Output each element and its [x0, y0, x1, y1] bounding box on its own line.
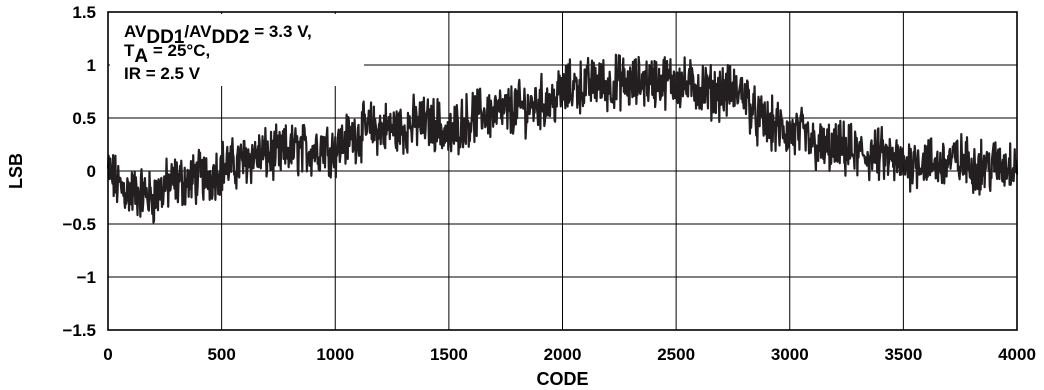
plot-frame — [107, 11, 1018, 331]
x-tick-label: 4000 — [998, 345, 1036, 364]
y-tick-label: 1 — [87, 56, 96, 75]
y-tick-label: 0 — [87, 162, 96, 181]
series-line — [106, 53, 1019, 224]
y-tick-labels: 1.5 1 0.5 0 −0.5 −1 −1.5 — [62, 3, 96, 340]
y-axis-title: LSB — [6, 153, 26, 189]
x-tick-label: 1000 — [316, 345, 354, 364]
x-tick-label: 3000 — [771, 345, 809, 364]
x-tick-labels: 0 500 1000 1500 2000 2500 3000 3500 4000 — [103, 345, 1036, 364]
annotation: AVDD1/AVDD2 = 3.3 V, TA = 25°C, IR = 2.5… — [110, 14, 364, 86]
series-layer — [106, 53, 1019, 224]
annotation-line-2: TA = 25°C, — [124, 41, 210, 67]
annotation-line-3: IR = 2.5 V — [124, 64, 201, 83]
annotation-line-1: AVDD1/AVDD2 = 3.3 V, — [124, 22, 312, 48]
y-tick-label: −1.5 — [62, 321, 96, 340]
x-tick-label: 1500 — [430, 345, 468, 364]
y-tick-label: −0.5 — [62, 215, 96, 234]
x-tick-label: 3500 — [884, 345, 922, 364]
x-tick-label: 0 — [103, 345, 112, 364]
x-tick-label: 2500 — [657, 345, 695, 364]
x-tick-label: 500 — [207, 345, 235, 364]
y-tick-label: −1 — [77, 268, 96, 287]
x-axis-title: CODE — [536, 369, 588, 389]
y-tick-label: 0.5 — [72, 109, 96, 128]
x-tick-label: 2000 — [544, 345, 582, 364]
y-tick-label: 1.5 — [72, 3, 96, 22]
